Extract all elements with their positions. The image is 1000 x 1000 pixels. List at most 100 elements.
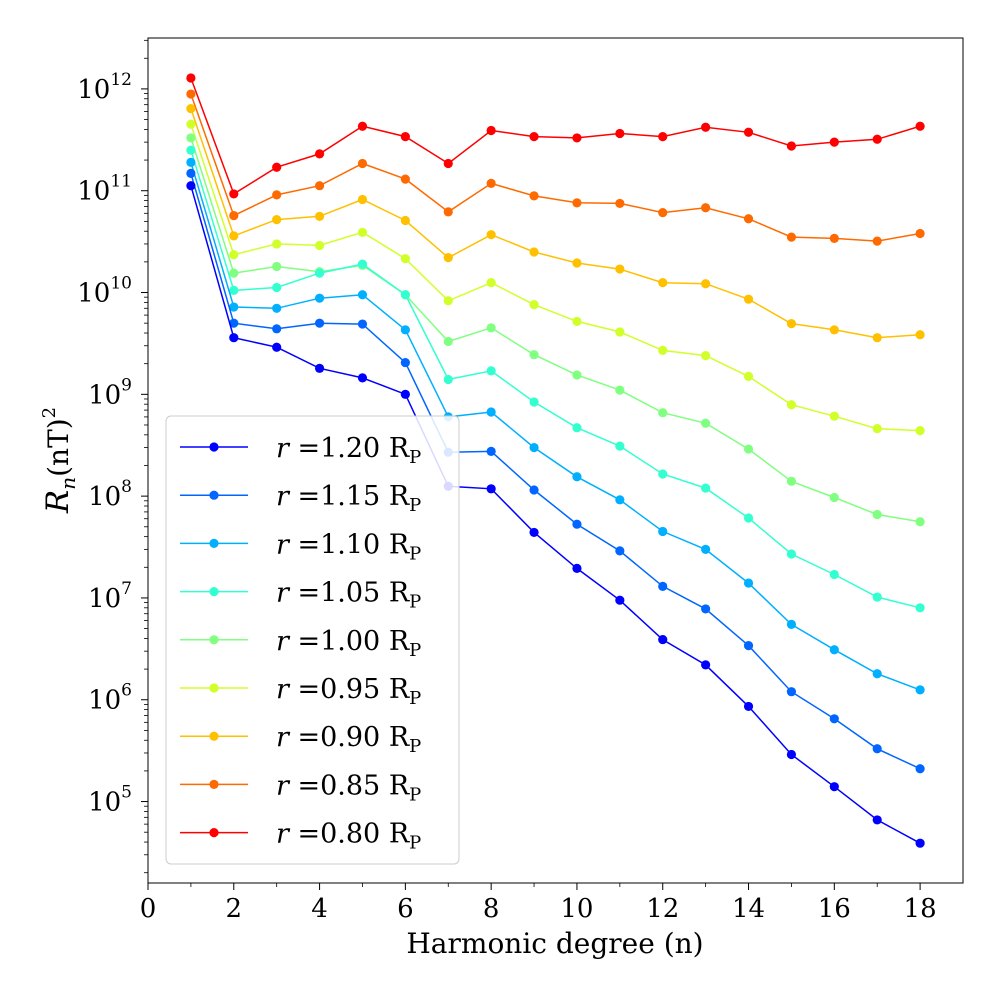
data-point: [915, 603, 925, 613]
series-line: [190, 123, 921, 432]
data-point: [486, 323, 496, 333]
data-point: [314, 181, 325, 191]
data-point: [272, 190, 282, 200]
data-point: [572, 519, 582, 529]
data-point: [272, 303, 282, 313]
data-point: [229, 333, 239, 343]
data-point: [529, 300, 539, 310]
data-point: [615, 495, 625, 505]
data-point: [615, 264, 625, 274]
series-line: [190, 162, 921, 691]
data-point: [915, 426, 925, 436]
data-point: [272, 324, 282, 334]
data-point: [443, 207, 453, 217]
data-point: [572, 370, 582, 380]
data-point: [915, 228, 925, 239]
data-point: [572, 258, 582, 268]
data-point: [658, 469, 668, 479]
legend-label: r =0.90 RP: [276, 722, 421, 757]
x-axis-label: Harmonic degree (n): [406, 927, 703, 960]
data-point: [829, 645, 839, 655]
legend-entry: r =0.95 RP: [180, 674, 421, 709]
data-point: [786, 749, 797, 760]
x-tick-label: 14: [732, 894, 765, 924]
data-point: [658, 207, 668, 218]
data-point: [486, 125, 496, 136]
data-point: [872, 815, 882, 825]
data-point: [486, 278, 496, 288]
data-point: [743, 513, 754, 523]
data-point: [314, 293, 325, 303]
data-point: [357, 227, 368, 237]
x-tick-label: 10: [560, 894, 593, 924]
legend-entry: r =1.10 RP: [180, 529, 421, 564]
data-point: [786, 549, 797, 559]
data-point: [786, 319, 797, 329]
data-point: [829, 492, 839, 503]
data-point: [701, 483, 711, 493]
y-axis-label-unit: (nT): [42, 418, 75, 477]
legend-label: r =1.05 RP: [276, 578, 421, 613]
legend-entry: r =0.85 RP: [180, 770, 421, 805]
series-0.95: [186, 119, 925, 436]
data-point: [272, 261, 282, 272]
data-point: [357, 194, 368, 205]
series-0.85: [186, 89, 925, 246]
data-point: [272, 282, 282, 293]
data-point: [872, 592, 882, 602]
legend-entry: r =0.80 RP: [180, 819, 421, 854]
series-line: [190, 173, 921, 770]
data-point: [486, 407, 496, 417]
legend-label: r =1.10 RP: [276, 529, 421, 564]
x-tick-label: 2: [226, 894, 243, 924]
data-point: [486, 366, 496, 376]
legend-label: r =1.20 RP: [276, 433, 421, 468]
x-tick-label: 4: [311, 894, 328, 924]
data-point: [400, 389, 410, 399]
data-point: [658, 526, 668, 537]
data-point: [658, 408, 668, 418]
data-point: [915, 685, 925, 695]
data-point: [658, 581, 668, 591]
legend-box: [165, 415, 460, 865]
data-point: [186, 89, 196, 99]
y-tick-label: 1011: [77, 172, 132, 207]
data-point: [786, 232, 797, 242]
data-point: [186, 181, 196, 191]
data-point: [743, 701, 754, 712]
data-point: [400, 174, 410, 184]
legend-marker: [209, 635, 219, 645]
data-point: [743, 214, 754, 224]
legend-entry: r =1.00 RP: [180, 626, 421, 661]
x-tick-label: 0: [140, 894, 157, 924]
y-axis-label-symbol: R: [40, 490, 76, 514]
data-point: [186, 157, 196, 167]
data-point: [529, 397, 539, 407]
y-tick-label: 105: [88, 783, 132, 818]
series-0.80: [186, 73, 925, 199]
data-point: [701, 351, 711, 361]
data-point: [615, 595, 625, 605]
y-tick-label: 107: [88, 579, 132, 614]
legend-marker: [209, 587, 219, 597]
data-point: [915, 764, 925, 774]
x-tick-label: 6: [397, 894, 414, 924]
data-point: [786, 619, 797, 629]
data-point: [272, 239, 282, 249]
data-point: [314, 318, 325, 328]
data-point: [872, 424, 882, 434]
data-point: [743, 578, 754, 588]
y-tick-label: 1010: [77, 274, 132, 309]
data-point: [229, 285, 239, 295]
legend-label: r =0.80 RP: [276, 819, 421, 854]
legend-marker: [209, 490, 219, 500]
data-point: [743, 371, 754, 381]
data-point: [357, 373, 368, 383]
data-point: [529, 350, 539, 360]
y-axis-label-subscript: n: [56, 477, 80, 490]
data-point: [443, 336, 453, 347]
data-point: [915, 121, 925, 131]
x-tick-label: 8: [483, 894, 500, 924]
data-point: [829, 714, 839, 724]
data-point: [829, 137, 839, 147]
